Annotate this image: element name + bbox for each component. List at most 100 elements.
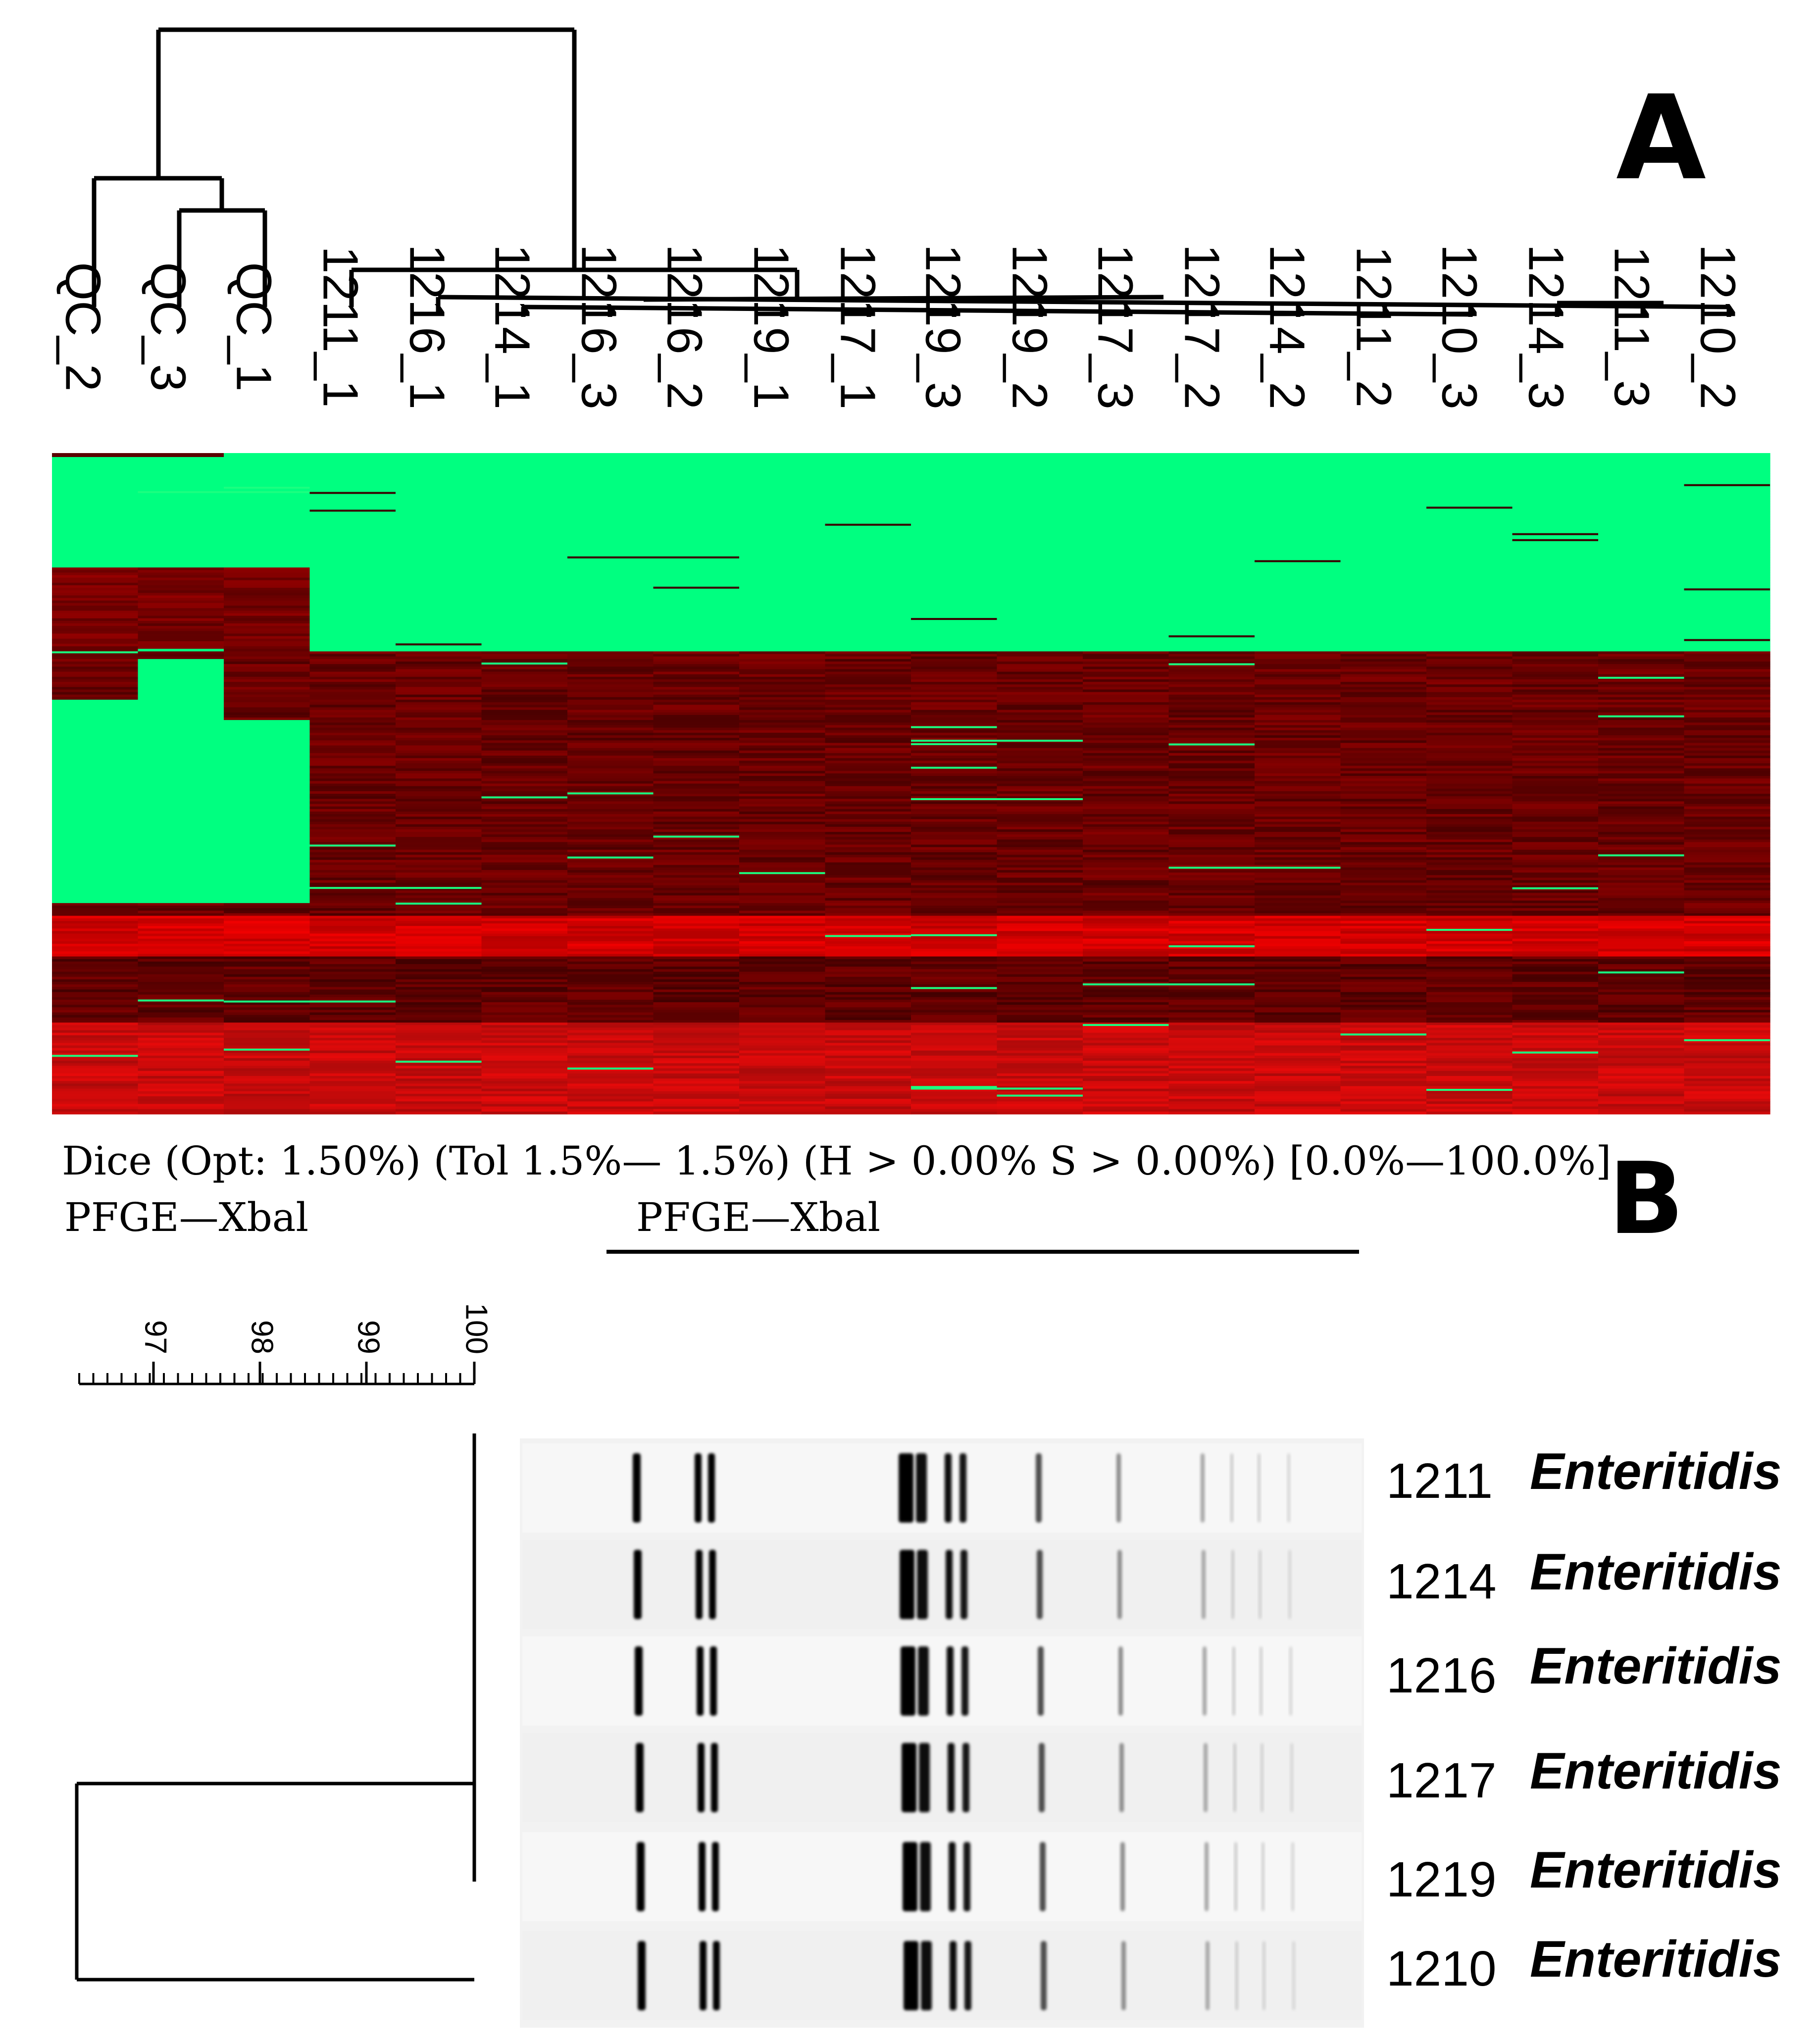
heatmap-cell xyxy=(911,964,998,967)
heatmap-cell xyxy=(224,829,310,832)
heatmap-cell xyxy=(1255,770,1341,774)
heatmap-cell xyxy=(653,1104,740,1107)
heatmap-cell xyxy=(653,908,740,911)
heatmap-cell xyxy=(1083,750,1169,754)
heatmap-cell xyxy=(52,662,139,664)
heatmap-cell xyxy=(396,600,482,604)
heatmap-cell xyxy=(911,806,998,810)
heatmap-cell xyxy=(1083,938,1169,942)
heatmap-cell xyxy=(309,636,396,639)
heatmap-cell xyxy=(1340,1020,1427,1023)
heatmap-cell xyxy=(1083,844,1169,848)
heatmap-cell xyxy=(1426,882,1513,886)
heatmap-cell xyxy=(138,763,224,766)
heatmap-cell xyxy=(1426,537,1513,540)
heatmap-cell xyxy=(52,564,139,568)
heatmap-cell xyxy=(997,967,1083,970)
heatmap-cell xyxy=(1340,717,1427,720)
heatmap-cell xyxy=(224,644,310,647)
heatmap-cell xyxy=(138,679,224,682)
heatmap-cell xyxy=(911,1043,998,1046)
heatmap-cell xyxy=(1426,1012,1513,1016)
heatmap-cell xyxy=(1083,1096,1169,1099)
heatmap-cell xyxy=(567,488,654,492)
heatmap-cell xyxy=(1083,781,1169,784)
heatmap-cell xyxy=(567,679,654,682)
heatmap-cell xyxy=(1512,984,1599,987)
heatmap-cell xyxy=(739,456,826,459)
heatmap-cell xyxy=(911,1035,998,1038)
heatmap-cell xyxy=(567,976,654,980)
heatmap-cell xyxy=(825,488,911,492)
heatmap-cell xyxy=(1340,1088,1427,1092)
heatmap-cell xyxy=(1083,580,1169,583)
heatmap-cell xyxy=(224,796,310,799)
heatmap-cell xyxy=(1512,662,1599,664)
heatmap-cell xyxy=(567,1081,654,1084)
heatmap-cell xyxy=(911,770,998,774)
heatmap-cell xyxy=(911,842,998,845)
heatmap-cell xyxy=(1512,967,1599,970)
column-label-1216-3: 1216_3 xyxy=(571,244,627,409)
heatmap-cell xyxy=(1340,521,1427,525)
heatmap-cell xyxy=(52,496,139,500)
heatmap-cell xyxy=(1340,748,1427,751)
heatmap-cell xyxy=(825,1030,911,1033)
heatmap-cell xyxy=(997,544,1083,548)
heatmap-cell xyxy=(1340,631,1427,634)
heatmap-cell xyxy=(396,560,482,563)
heatmap-cell xyxy=(52,473,139,476)
heatmap-cell xyxy=(481,623,568,626)
heatmap-cell xyxy=(997,456,1083,459)
heatmap-cell xyxy=(1426,1075,1513,1079)
heatmap-cell xyxy=(653,1037,740,1041)
heatmap-cell xyxy=(911,949,998,952)
heatmap-cell xyxy=(653,794,740,797)
heatmap-cell xyxy=(1598,865,1685,868)
heatmap-cell xyxy=(739,620,826,624)
heatmap-cell xyxy=(1168,712,1255,715)
heatmap-cell xyxy=(1255,638,1341,642)
heatmap-cell xyxy=(567,951,654,955)
heatmap-cell xyxy=(224,898,310,901)
heatmap-cell xyxy=(825,623,911,626)
heatmap-cell xyxy=(567,842,654,845)
heatmap-cell xyxy=(1340,710,1427,713)
heatmap-cell xyxy=(567,839,654,843)
heatmap-cell xyxy=(653,837,740,840)
heatmap-cell xyxy=(309,1109,396,1112)
dendro-thick-node xyxy=(643,295,1164,302)
heatmap-cell xyxy=(911,453,998,456)
heatmap-cell xyxy=(1512,491,1599,494)
heatmap-cell xyxy=(1426,885,1513,888)
heatmap-cell xyxy=(825,1032,911,1036)
heatmap-cell xyxy=(1168,623,1255,626)
heatmap-cell xyxy=(739,1083,826,1087)
heatmap-cell xyxy=(1168,458,1255,461)
heatmap-cell xyxy=(825,608,911,611)
heatmap-cell xyxy=(911,763,998,766)
heatmap-cell xyxy=(52,511,139,514)
heatmap-cell xyxy=(52,740,139,743)
heatmap-cell xyxy=(567,570,654,573)
heatmap-cell xyxy=(52,860,139,863)
heatmap-cell xyxy=(1340,916,1427,919)
heatmap-cell xyxy=(911,626,998,629)
heatmap-cell xyxy=(911,740,998,743)
heatmap-cell xyxy=(997,674,1083,677)
heatmap-cell xyxy=(911,654,998,657)
heatmap-cell xyxy=(138,644,224,647)
heatmap-cell xyxy=(997,1025,1083,1028)
heatmap-cell xyxy=(1426,1104,1513,1107)
heatmap-cell xyxy=(138,1050,224,1054)
heatmap-cell xyxy=(1598,649,1685,652)
heatmap-cell xyxy=(52,824,139,827)
dendro-flat-branch-2 xyxy=(523,305,1471,317)
heatmap-cell xyxy=(911,501,998,505)
heatmap-cell xyxy=(739,595,826,599)
heatmap-cell xyxy=(1083,453,1169,456)
heatmap-cell xyxy=(138,684,224,687)
heatmap-cell xyxy=(481,1091,568,1094)
heatmap-cell xyxy=(1168,509,1255,512)
heatmap-cell xyxy=(1426,860,1513,863)
